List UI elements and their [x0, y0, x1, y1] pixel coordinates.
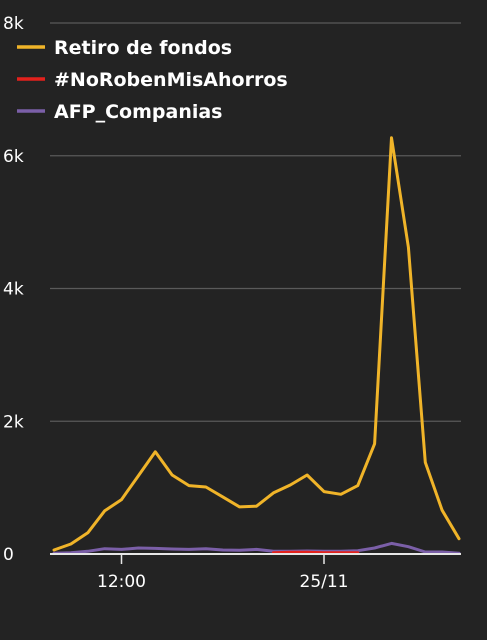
x-axis-ticks: 12:00 25/11 — [97, 554, 349, 592]
x-tick-label: 12:00 — [97, 572, 146, 592]
y-tick-label: 6k — [3, 147, 24, 167]
legend-label: AFP_Companias — [54, 101, 223, 123]
y-tick-label: 2k — [3, 412, 24, 432]
grid-lines — [50, 22, 461, 422]
y-axis-ticks: 0 2k 4k 6k 8k — [3, 14, 24, 565]
x-tick-label: 25/11 — [300, 572, 349, 592]
y-tick-label: 8k — [3, 14, 24, 34]
legend-label: #NoRobenMisAhorros — [54, 69, 288, 91]
series-line-0 — [52, 136, 461, 552]
y-tick-label: 4k — [3, 280, 24, 300]
y-tick-label: 0 — [3, 545, 14, 565]
series-line-2 — [52, 541, 461, 555]
series-lines — [52, 136, 461, 555]
legend-label: Retiro de fondos — [54, 37, 232, 59]
legend: Retiro de fondos #NoRobenMisAhorros AFP_Co… — [17, 37, 288, 123]
